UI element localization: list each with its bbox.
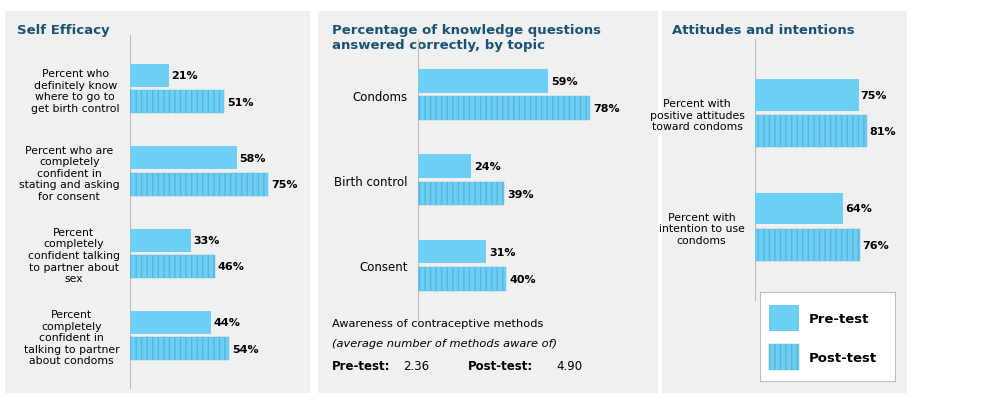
Text: 4.90: 4.90: [556, 358, 582, 372]
Text: 58%: 58%: [240, 153, 266, 163]
Bar: [130, 65, 169, 88]
Text: 33%: 33%: [194, 235, 220, 245]
Bar: [130, 91, 224, 114]
Bar: [418, 70, 548, 94]
Text: 51%: 51%: [227, 97, 253, 107]
FancyBboxPatch shape: [769, 305, 799, 332]
Text: 2.36: 2.36: [403, 358, 429, 372]
Text: 44%: 44%: [214, 318, 241, 328]
Bar: [755, 80, 859, 111]
Text: Self Efficacy: Self Efficacy: [17, 23, 110, 36]
Text: Pre-test:: Pre-test:: [332, 358, 390, 372]
Bar: [418, 267, 506, 291]
Bar: [130, 337, 229, 360]
Text: Percentage of knowledge questions
answered correctly, by topic: Percentage of knowledge questions answer…: [332, 23, 601, 51]
Text: Awareness of contraceptive methods: Awareness of contraceptive methods: [332, 319, 543, 329]
Bar: [418, 182, 504, 206]
Text: 64%: 64%: [845, 204, 872, 214]
Text: Post-test: Post-test: [809, 350, 877, 364]
Bar: [755, 193, 843, 225]
Bar: [418, 97, 590, 121]
Text: 81%: 81%: [869, 127, 896, 137]
Bar: [130, 311, 211, 334]
Bar: [130, 229, 191, 252]
Text: 59%: 59%: [551, 77, 578, 87]
Text: 54%: 54%: [232, 344, 259, 354]
Text: 40%: 40%: [509, 274, 536, 284]
Bar: [418, 155, 471, 179]
Text: 21%: 21%: [171, 71, 198, 81]
Bar: [755, 116, 867, 148]
Bar: [130, 147, 237, 170]
Bar: [130, 173, 268, 196]
Text: 78%: 78%: [593, 104, 620, 114]
Text: 24%: 24%: [474, 162, 501, 172]
FancyBboxPatch shape: [769, 344, 799, 371]
Text: 46%: 46%: [218, 262, 244, 272]
Bar: [755, 229, 860, 261]
Text: Post-test:: Post-test:: [468, 358, 533, 372]
Text: 39%: 39%: [507, 189, 534, 199]
Text: 76%: 76%: [862, 240, 889, 250]
Bar: [130, 255, 215, 278]
Text: 75%: 75%: [861, 91, 887, 101]
Text: (average number of methods aware of): (average number of methods aware of): [332, 338, 557, 348]
Bar: [418, 240, 486, 264]
Text: Attitudes and intentions: Attitudes and intentions: [672, 23, 854, 36]
Text: 75%: 75%: [271, 180, 297, 190]
Text: Pre-test: Pre-test: [809, 312, 869, 325]
Text: 31%: 31%: [490, 247, 516, 257]
